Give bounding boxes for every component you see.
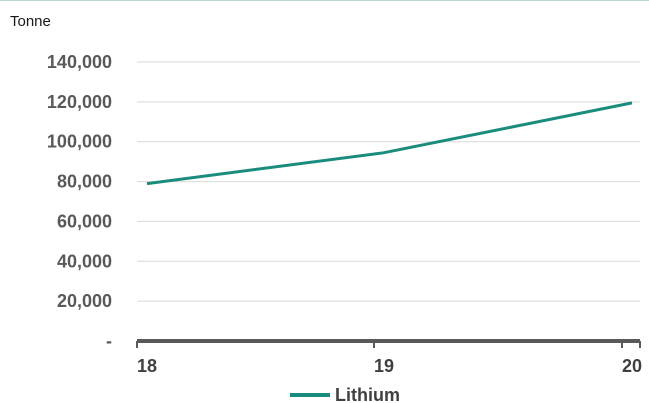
x-tick-label-0: 18 xyxy=(137,356,157,376)
legend-label-lithium: Lithium xyxy=(335,385,400,403)
x-tick-label-1: 19 xyxy=(374,356,394,376)
y-tick-label-7: 140,000 xyxy=(47,52,112,72)
y-tick-label-3: 60,000 xyxy=(57,211,112,231)
series-line-lithium xyxy=(146,101,633,186)
y-unit-label: Tonne xyxy=(10,13,51,30)
y-tick-label-4: 80,000 xyxy=(57,172,112,192)
y-axis-ticks: - 20,000 40,000 60,000 80,000 100,000 120,000 1… xyxy=(47,52,112,351)
legend: Lithium xyxy=(290,385,400,403)
x-tick-label-2: 20 xyxy=(622,356,642,376)
gridlines xyxy=(137,61,640,302)
top-border-rule xyxy=(0,0,649,1)
y-tick-label-1: 20,000 xyxy=(57,291,112,311)
y-tick-label-0: - xyxy=(106,331,112,351)
y-tick-label-5: 100,000 xyxy=(47,132,112,152)
y-tick-label-2: 40,000 xyxy=(57,251,112,271)
x-axis: 18 19 20 xyxy=(136,339,642,376)
y-tick-label-6: 120,000 xyxy=(47,92,112,112)
series-lines xyxy=(146,101,633,186)
